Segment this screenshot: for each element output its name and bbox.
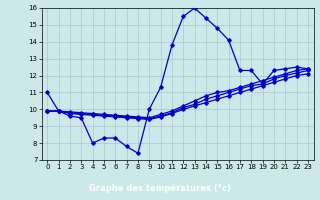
Text: Graphe des températures (°c): Graphe des températures (°c) (89, 184, 231, 193)
